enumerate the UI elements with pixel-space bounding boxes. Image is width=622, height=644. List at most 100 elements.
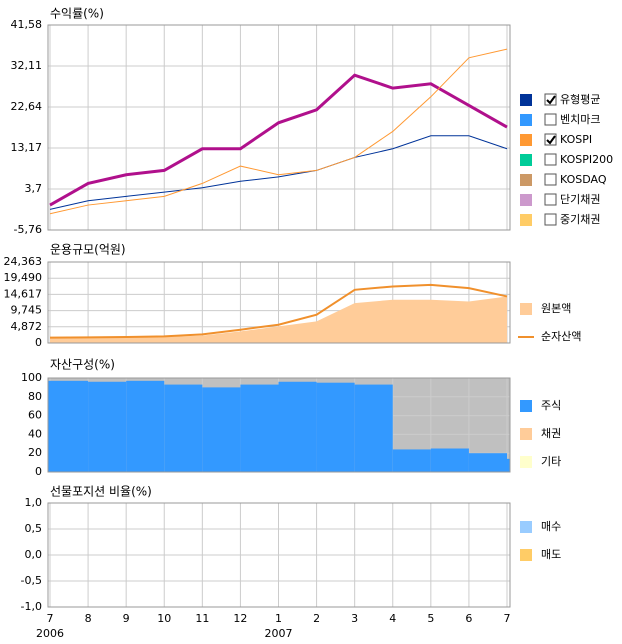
stack-segment: [354, 384, 393, 472]
check-mark: [546, 95, 556, 105]
check-mark: [546, 135, 556, 145]
y-tick-label: 22,64: [11, 100, 43, 113]
legend-label: 기타: [541, 455, 561, 468]
legend-checkbox[interactable]: [544, 153, 557, 166]
x-tick-label: 1: [275, 612, 282, 625]
legend-label: 벤치마크: [560, 113, 600, 126]
legend-swatch: [520, 428, 532, 440]
stack-segment: [507, 458, 510, 472]
legend-label: 단기채권: [560, 193, 600, 206]
y-tick-label: -1,0: [21, 600, 42, 613]
y-tick-label: 80: [28, 390, 42, 403]
y-tick-label: 60: [28, 409, 42, 422]
legend-checkbox[interactable]: [544, 133, 557, 146]
plot-border: [47, 24, 511, 231]
legend-label: KOSPI: [560, 133, 592, 146]
x-tick-label: 7: [504, 612, 511, 625]
y-tick-label: 3,7: [25, 182, 43, 195]
x-tick-label: 7: [47, 612, 54, 625]
y-tick-label: 0: [35, 465, 42, 478]
x-tick-label: 10: [157, 612, 171, 625]
x-tick-label: 3: [351, 612, 358, 625]
legend-label: 매도: [541, 548, 561, 561]
area: [50, 296, 507, 343]
y-tick-label: 14,617: [4, 287, 43, 300]
stack-segment: [468, 453, 507, 472]
y-tick-label: -5,76: [14, 223, 42, 236]
x-tick-label: 11: [195, 612, 209, 625]
legend-swatch: [520, 174, 532, 186]
x-tick-label: 12: [233, 612, 247, 625]
legend-checkbox[interactable]: [544, 93, 557, 106]
legend-swatch: [520, 94, 532, 106]
x-tick-label: 6: [465, 612, 472, 625]
y-tick-label: 13,17: [11, 141, 43, 154]
line: [49, 73, 508, 207]
y-tick-label: 100: [21, 371, 42, 384]
legend-swatch: [520, 549, 532, 561]
stack-segment: [430, 448, 469, 472]
legend-checkbox[interactable]: [544, 113, 557, 126]
legend-swatch: [520, 194, 532, 206]
y-tick-label: 41,58: [11, 18, 43, 31]
stack-segment: [278, 381, 317, 472]
x-tick-label: 9: [123, 612, 130, 625]
plot-border: [47, 502, 511, 608]
legend-label: 채권: [541, 427, 561, 440]
y-tick-label: 20: [28, 446, 42, 459]
stack-segment: [88, 381, 127, 472]
y-tick-label: 9,745: [11, 304, 43, 317]
x-tick-label: 4: [389, 612, 396, 625]
x-tick-label: 5: [427, 612, 434, 625]
legend-label: 순자산액: [541, 330, 581, 343]
legend-swatch: [520, 214, 532, 226]
panel-title: 수익률(%): [50, 7, 104, 21]
year-label: 2006: [36, 627, 64, 640]
stack-segment: [164, 384, 203, 472]
stack-segment: [48, 380, 89, 472]
panel-title: 선물포지션 비율(%): [50, 485, 152, 499]
line: [49, 135, 508, 210]
y-tick-label: 0,0: [25, 548, 43, 561]
x-tick-label: 2: [313, 612, 320, 625]
legend-swatch: [520, 456, 532, 468]
legend-swatch: [520, 134, 532, 146]
x-tick-label: 8: [85, 612, 92, 625]
y-tick-label: 0,5: [25, 522, 43, 535]
stack-segment: [392, 449, 431, 472]
legend-swatch: [520, 154, 532, 166]
legend-swatch: [520, 114, 532, 126]
y-tick-label: 0: [35, 336, 42, 349]
y-tick-label: 4,872: [11, 320, 43, 333]
stack-segment: [316, 382, 355, 472]
legend-swatch: [520, 521, 532, 533]
legend-checkbox[interactable]: [544, 213, 557, 226]
legend-swatch: [520, 303, 532, 315]
panel-title: 자산구성(%): [50, 358, 115, 372]
legend-label: 유형평균: [560, 93, 600, 106]
y-tick-label: 24,363: [4, 255, 43, 268]
legend-checkbox[interactable]: [544, 193, 557, 206]
legend-label: KOSDAQ: [560, 173, 607, 186]
legend-label: KOSPI200: [560, 153, 613, 166]
legend-checkbox[interactable]: [544, 173, 557, 186]
legend-swatch: [520, 400, 532, 412]
y-tick-label: -0,5: [21, 574, 42, 587]
line: [49, 48, 508, 215]
legend-label: 주식: [541, 399, 561, 412]
plot-border: [47, 377, 511, 473]
y-tick-label: 1,0: [25, 496, 43, 509]
panel-title: 운용규모(억원): [50, 243, 126, 257]
line: [49, 283, 508, 339]
stack-segment: [126, 380, 165, 472]
legend-label: 매수: [541, 520, 561, 533]
stack-segment: [240, 384, 279, 472]
y-tick-label: 19,490: [4, 271, 43, 284]
year-label: 2007: [265, 627, 293, 640]
plot-border: [47, 261, 511, 344]
y-tick-label: 32,11: [11, 59, 43, 72]
stack-segment: [202, 387, 241, 472]
legend-label: 중기채권: [560, 213, 600, 226]
legend-label: 원본액: [541, 302, 571, 315]
